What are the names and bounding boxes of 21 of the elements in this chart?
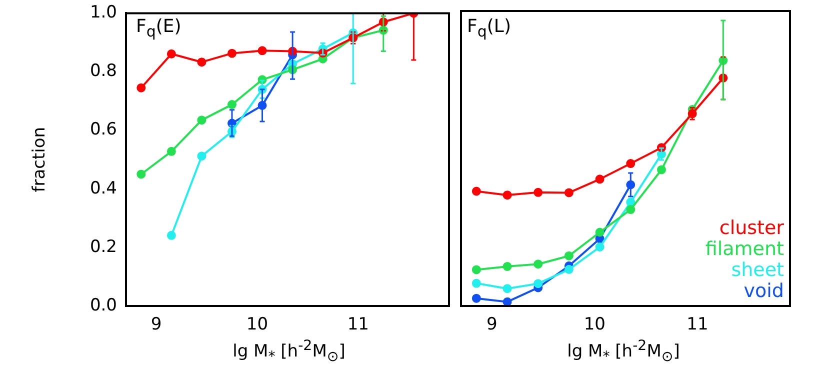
x-tick-label: 11 xyxy=(686,314,708,335)
y-tick-label: 0.6 xyxy=(90,120,117,140)
y-tick-label: 1.0 xyxy=(90,2,117,23)
x-tick-label: 10 xyxy=(584,314,606,335)
x-axis-title: lg M$_{*}$ [h$^{-2}$M$_{⊙}$] xyxy=(232,338,346,366)
x-tick-label: 10 xyxy=(246,314,268,335)
x-tick-label: 9 xyxy=(486,314,498,335)
text: void xyxy=(744,280,784,302)
text: sheet xyxy=(731,258,784,281)
text: filament xyxy=(705,238,784,260)
y-axis-title: fraction xyxy=(30,126,50,192)
x-tick-label: 9 xyxy=(150,314,162,335)
chart-title: F$_{q}$(E) xyxy=(136,16,182,41)
y-tick-label: 0.8 xyxy=(90,61,117,82)
y-tick-label: 0.2 xyxy=(90,236,117,257)
x-tick-label: 11 xyxy=(347,314,369,335)
chart-title: F$_{q}$(L) xyxy=(467,16,511,41)
text: cluster xyxy=(719,216,784,239)
y-tick-label: 0.0 xyxy=(90,295,117,316)
x-axis-title: lg M$_{*}$ [h$^{-2}$M$_{⊙}$] xyxy=(566,338,681,366)
y-tick-label: 0.4 xyxy=(90,178,117,198)
